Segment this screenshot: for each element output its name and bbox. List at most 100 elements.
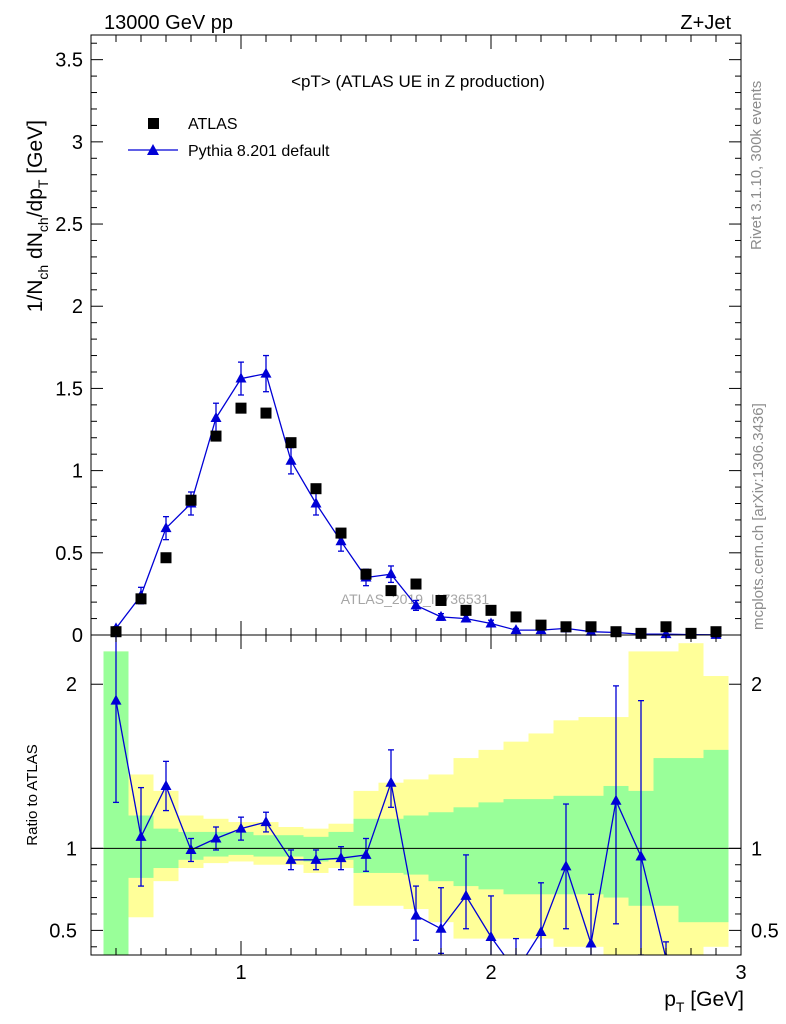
x-tick-label: 3	[735, 962, 746, 984]
ratio-inner-band	[703, 749, 729, 923]
ratio-inner-band	[478, 802, 504, 890]
x-axis-label: pT [GeV]	[664, 988, 744, 1015]
atlas-point	[560, 621, 572, 633]
main-plot: 0 0.5 1 1.5 2 2.5 3 3.5 ATLAS_2019_I1736531 <pT…	[24, 34, 742, 647]
header-right-label: Z+Jet	[680, 12, 731, 34]
atlas-point	[660, 621, 672, 633]
atlas-point	[685, 627, 697, 639]
ratio-inner-band	[428, 812, 454, 882]
atlas-point	[485, 604, 497, 616]
pythia-point	[310, 497, 322, 508]
pythia-point	[660, 628, 672, 639]
pythia-point	[285, 454, 297, 465]
atlas-point	[335, 527, 347, 539]
pythia-point	[435, 610, 447, 621]
header-left-label: 13000 GeV pp	[104, 12, 233, 34]
atlas-point	[460, 604, 472, 616]
ratio-pythia-point	[635, 850, 647, 861]
legend-pythia-marker	[147, 144, 159, 155]
ratio-y-tick-labels: 0.5 0.5 1 1 2 2	[49, 674, 779, 942]
x-tick-label: 1	[235, 962, 246, 984]
ratio-pythia-point	[160, 779, 172, 790]
ratio-pythia-point	[410, 909, 422, 920]
ratio-y-tick-label-right: 0.5	[751, 920, 779, 942]
ratio-pythia-point	[210, 832, 222, 843]
atlas-point	[435, 594, 447, 606]
ratio-pythia-point	[310, 853, 322, 864]
atlas-point	[610, 626, 622, 638]
ratio-pythia-point	[185, 843, 197, 854]
pythia-point	[235, 372, 247, 383]
ratio-inner-band	[253, 835, 279, 857]
ratio-inner-band	[653, 758, 679, 906]
pythia-point	[335, 535, 347, 546]
main-y-tick-label: 1.5	[55, 378, 83, 400]
ratio-pythia-point	[235, 822, 247, 833]
ratio-pythia-point	[385, 776, 397, 787]
main-y-tick-label: 1	[72, 461, 83, 483]
ratio-y-tick-label: 0.5	[49, 920, 77, 942]
atlas-point	[110, 626, 122, 638]
atlas-point	[260, 407, 272, 419]
rivet-side-label: Rivet 3.1.10, 300k events	[748, 81, 765, 250]
ratio-pythia-point	[110, 694, 122, 705]
ratio-y-tick-label: 1	[66, 838, 77, 860]
ratio-plot: 0.5 0.5 1 1 2 2 1 2 3 Ratio to ATLAS pT [GeV]	[24, 634, 779, 1015]
legend: ATLAS Pythia 8.201 default	[128, 116, 330, 160]
ratio-inner-band	[228, 831, 254, 855]
atlas-point	[410, 578, 422, 590]
main-y-axis-label: 1/Nch dNch/dpT [GeV]	[24, 120, 51, 312]
ratio-y-tick-label: 2	[66, 674, 77, 696]
mcplots-side-label: mcplots.cern.ch [arXiv:1306.3436]	[750, 403, 767, 630]
ratio-pythia-point	[335, 852, 347, 863]
atlas-point	[535, 619, 547, 631]
ratio-inner-band	[578, 795, 604, 895]
pythia-point	[385, 568, 397, 579]
ratio-pythia-point	[135, 830, 147, 841]
main-y-tick-label: 3.5	[55, 50, 83, 72]
main-y-tick-label: 3	[72, 132, 83, 154]
atlas-point	[385, 585, 397, 597]
ratio-pythia-point	[260, 816, 272, 827]
legend-pythia-label: Pythia 8.201 default	[188, 143, 330, 160]
ratio-axis-ticks	[91, 635, 742, 955]
ratio-pythia-point	[485, 930, 497, 941]
atlas-point	[310, 483, 322, 495]
ratio-y-tick-label-right: 2	[751, 674, 762, 696]
pythia-point	[485, 617, 497, 628]
atlas-point	[585, 621, 597, 633]
ratio-pythia-point	[285, 853, 297, 864]
x-tick-labels: 1 2 3	[235, 962, 746, 984]
atlas-point	[160, 552, 172, 564]
ratio-inner-band	[678, 758, 704, 923]
ratio-pythia-point	[435, 922, 447, 933]
ratio-pythia-point	[560, 860, 572, 871]
atlas-point	[510, 611, 522, 623]
atlas-point	[235, 402, 247, 414]
pythia-point	[210, 412, 222, 423]
pythia-point	[160, 522, 172, 533]
ratio-pythia-point	[585, 937, 597, 948]
ratio-pythia-point	[460, 889, 472, 900]
pythia-point	[460, 612, 472, 623]
ratio-inner-band	[503, 799, 529, 895]
atlas-point	[185, 494, 197, 506]
atlas-series	[110, 402, 722, 639]
main-y-tick-label: 0	[72, 625, 83, 647]
atlas-point	[635, 627, 647, 639]
pythia-point	[260, 367, 272, 378]
ratio-pythia-series	[110, 635, 669, 955]
ratio-pythia-point	[535, 926, 547, 937]
main-y-tick-label: 2.5	[55, 214, 83, 236]
ratio-plot-area	[103, 635, 729, 955]
main-y-tick-label: 0.5	[55, 543, 83, 565]
ratio-inner-band	[403, 815, 429, 875]
main-y-tick-labels: 0 0.5 1 1.5 2 2.5 3 3.5	[55, 50, 83, 647]
legend-atlas-label: ATLAS	[188, 116, 238, 133]
ratio-pythia-point	[360, 848, 372, 859]
x-tick-label: 2	[485, 962, 496, 984]
watermark: ATLAS_2019_I1736531	[341, 591, 490, 607]
atlas-point	[135, 593, 147, 605]
ratio-pythia-point	[610, 794, 622, 805]
